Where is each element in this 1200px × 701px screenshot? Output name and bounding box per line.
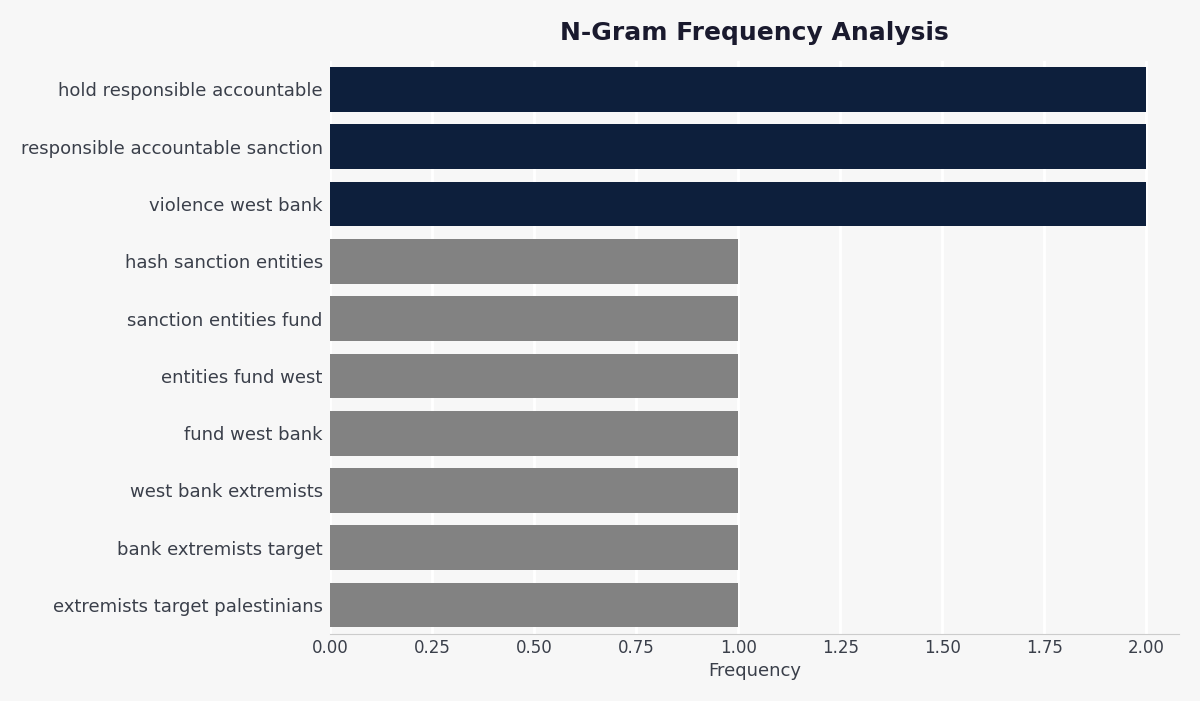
Bar xyxy=(330,526,738,570)
Bar xyxy=(330,411,738,456)
Bar xyxy=(330,239,738,284)
X-axis label: Frequency: Frequency xyxy=(708,662,800,680)
Bar xyxy=(330,124,1146,169)
Bar xyxy=(330,297,738,341)
Title: N-Gram Frequency Analysis: N-Gram Frequency Analysis xyxy=(560,21,949,45)
Bar xyxy=(330,353,738,398)
Bar xyxy=(330,468,738,513)
Bar xyxy=(330,583,738,627)
Bar xyxy=(330,67,1146,111)
Bar xyxy=(330,182,1146,226)
